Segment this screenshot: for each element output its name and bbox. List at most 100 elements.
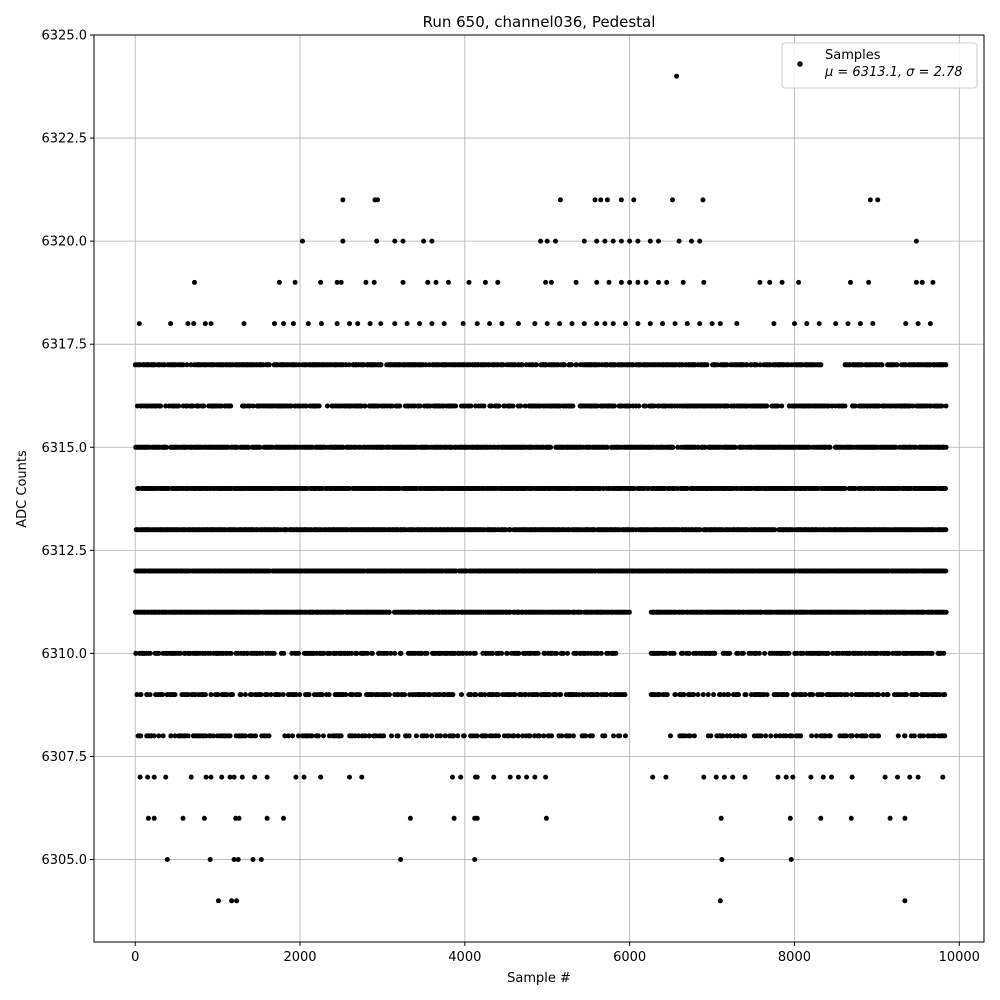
data-point — [764, 403, 770, 409]
data-point — [208, 692, 214, 698]
data-point — [473, 692, 479, 698]
data-point — [904, 692, 910, 698]
data-point — [168, 733, 174, 739]
data-point — [306, 692, 312, 698]
data-point — [736, 692, 741, 698]
data-point — [423, 362, 429, 368]
data-point — [672, 692, 678, 698]
data-point — [160, 733, 166, 739]
data-point — [381, 733, 387, 739]
data-point — [285, 733, 291, 739]
data-point — [695, 692, 701, 698]
data-point — [268, 692, 274, 698]
data-point — [188, 362, 194, 368]
data-point — [876, 692, 882, 698]
data-point — [636, 403, 642, 409]
data-point — [190, 403, 196, 409]
data-point — [266, 362, 272, 368]
data-point — [732, 444, 738, 450]
data-point — [686, 650, 692, 656]
data-point — [264, 692, 270, 698]
data-point — [357, 692, 363, 698]
data-point — [386, 609, 392, 615]
data-point — [943, 568, 949, 574]
data-point — [533, 362, 539, 368]
data-point — [664, 692, 670, 698]
data-point — [349, 650, 355, 656]
data-point — [893, 444, 899, 450]
data-point — [943, 609, 949, 615]
data-point — [820, 692, 825, 698]
data-point — [258, 692, 264, 698]
data-point — [786, 650, 792, 656]
data-point — [681, 692, 687, 698]
data-point — [827, 444, 833, 450]
data-point — [388, 650, 394, 656]
data-point — [387, 692, 392, 698]
data-point — [163, 403, 169, 409]
data-point — [518, 403, 524, 409]
data-point — [296, 733, 301, 739]
data-point — [490, 650, 495, 656]
data-point — [700, 692, 706, 698]
data-point — [147, 650, 153, 656]
data-point — [459, 692, 464, 698]
data-point — [489, 403, 495, 409]
data-point — [297, 692, 303, 698]
data-point — [397, 403, 403, 409]
data-point — [643, 403, 649, 409]
data-point — [138, 692, 144, 698]
data-point — [156, 733, 162, 739]
data-point — [595, 692, 601, 698]
data-point — [504, 650, 510, 656]
data-point — [772, 527, 778, 533]
data-point — [818, 362, 824, 368]
data-point — [929, 650, 935, 656]
data-point — [842, 486, 848, 491]
data-point — [356, 733, 362, 739]
data-point — [326, 733, 332, 739]
data-point — [427, 403, 433, 409]
data-point — [395, 733, 401, 739]
data-point — [764, 692, 770, 698]
data-point — [228, 403, 234, 409]
data-point — [705, 692, 711, 698]
data-point — [288, 403, 294, 409]
data-point — [663, 650, 669, 656]
data-point — [704, 362, 710, 368]
data-point — [762, 650, 768, 656]
data-point — [724, 362, 730, 368]
data-point — [576, 692, 582, 698]
data-point — [937, 692, 943, 698]
data-point — [369, 650, 375, 656]
data-point — [211, 733, 216, 739]
data-point — [378, 362, 384, 368]
data-point — [402, 692, 408, 698]
data-point — [744, 362, 750, 368]
data-point — [321, 650, 327, 656]
data-point — [784, 692, 790, 698]
data-point — [825, 650, 831, 656]
data-point — [266, 733, 272, 739]
data-point — [853, 403, 858, 409]
data-point — [942, 692, 948, 698]
data-point — [753, 362, 759, 368]
data-point — [303, 403, 309, 409]
data-point — [389, 403, 395, 409]
data-point — [309, 733, 315, 739]
data-point — [547, 692, 553, 698]
data-point — [281, 650, 287, 656]
data-point — [519, 362, 525, 368]
data-point — [651, 403, 657, 409]
data-point — [565, 650, 570, 656]
data-point — [500, 362, 506, 368]
data-point — [419, 650, 424, 656]
data-point — [743, 692, 749, 698]
data-point — [496, 403, 502, 409]
data-point — [910, 403, 916, 409]
data-point — [293, 692, 299, 698]
data-point — [830, 650, 836, 656]
data-point — [184, 362, 190, 368]
data-point — [880, 692, 886, 698]
